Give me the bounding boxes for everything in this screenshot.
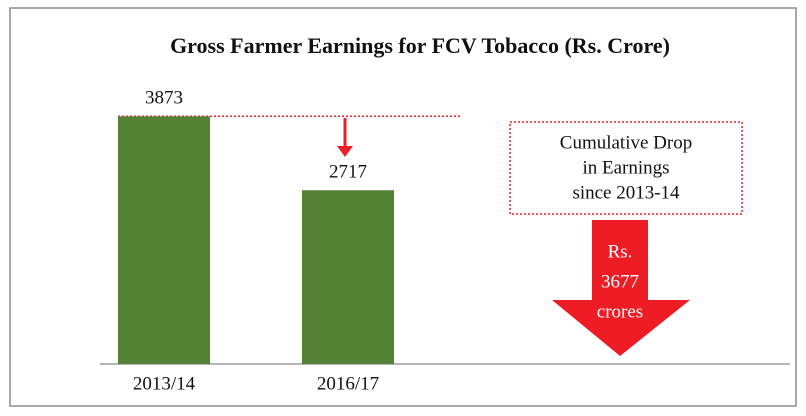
chart-title: Gross Farmer Earnings for FCV Tobacco (R… xyxy=(170,33,670,58)
annotation-text: Cumulative Drop xyxy=(560,132,692,153)
value-label: 3873 xyxy=(145,88,183,109)
small-arrow-head xyxy=(337,146,353,157)
arrow-text: crores xyxy=(597,301,643,322)
value-label: 2717 xyxy=(329,162,367,183)
x-tick-label: 2013/14 xyxy=(133,373,196,394)
drop-arrow xyxy=(552,220,690,356)
bar xyxy=(302,190,394,364)
arrow-text: 3677 xyxy=(601,271,639,292)
annotation-text: in Earnings xyxy=(582,157,669,178)
annotation-text: since 2013-14 xyxy=(572,182,680,203)
annotation-box xyxy=(509,121,743,215)
x-tick-label: 2016/17 xyxy=(317,373,379,394)
bar xyxy=(118,116,210,364)
arrow-text: Rs. xyxy=(608,241,633,262)
